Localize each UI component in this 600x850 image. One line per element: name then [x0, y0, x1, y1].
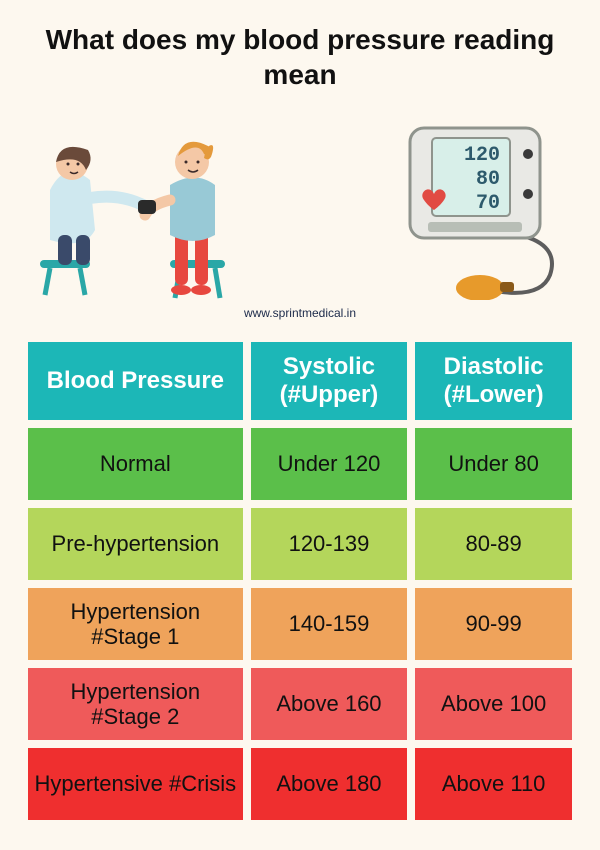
table-row: NormalUnder 120Under 80 — [28, 428, 572, 500]
bp-category-cell: Hypertension #Stage 1 — [28, 588, 243, 660]
col-header-diastolic: Diastolic (#Lower) — [415, 342, 572, 420]
bp-diastolic-reading: 80 — [476, 168, 500, 191]
diastolic-cell: Above 100 — [415, 668, 572, 740]
bp-category-cell: Normal — [28, 428, 243, 500]
table-row: Hypertension #Stage 2Above 160Above 100 — [28, 668, 572, 740]
bp-table-header-row: Blood Pressure Systolic (#Upper) Diastol… — [28, 342, 572, 420]
nurse-patient-illustration — [20, 120, 280, 300]
diastolic-cell: Under 80 — [415, 428, 572, 500]
table-row: Hypertensive #CrisisAbove 180Above 110 — [28, 748, 572, 820]
bp-monitor-illustration: 120 80 70 — [370, 120, 570, 300]
systolic-cell: Above 180 — [251, 748, 408, 820]
systolic-cell: Above 160 — [251, 668, 408, 740]
bp-category-cell: Pre-hypertension — [28, 508, 243, 580]
page-title: What does my blood pressure reading mean — [0, 0, 600, 100]
source-url: www.sprintmedical.in — [0, 300, 600, 330]
bp-table-body: NormalUnder 120Under 80 Pre-hypertension1… — [28, 428, 572, 820]
table-row: Pre-hypertension120-13980-89 — [28, 508, 572, 580]
bp-category-cell: Hypertension #Stage 2 — [28, 668, 243, 740]
col-header-bp: Blood Pressure — [28, 342, 243, 420]
bp-pulse-reading: 70 — [476, 192, 500, 215]
bp-category-cell: Hypertensive #Crisis — [28, 748, 243, 820]
systolic-cell: 120-139 — [251, 508, 408, 580]
table-row: Hypertension #Stage 1140-15990-99 — [28, 588, 572, 660]
diastolic-cell: 90-99 — [415, 588, 572, 660]
diastolic-cell: 80-89 — [415, 508, 572, 580]
bp-table: Blood Pressure Systolic (#Upper) Diastol… — [20, 334, 580, 828]
systolic-cell: 140-159 — [251, 588, 408, 660]
systolic-cell: Under 120 — [251, 428, 408, 500]
bp-systolic-reading: 120 — [464, 144, 500, 167]
col-header-systolic: Systolic (#Upper) — [251, 342, 408, 420]
diastolic-cell: Above 110 — [415, 748, 572, 820]
illustration-row: 120 80 70 — [0, 100, 600, 300]
